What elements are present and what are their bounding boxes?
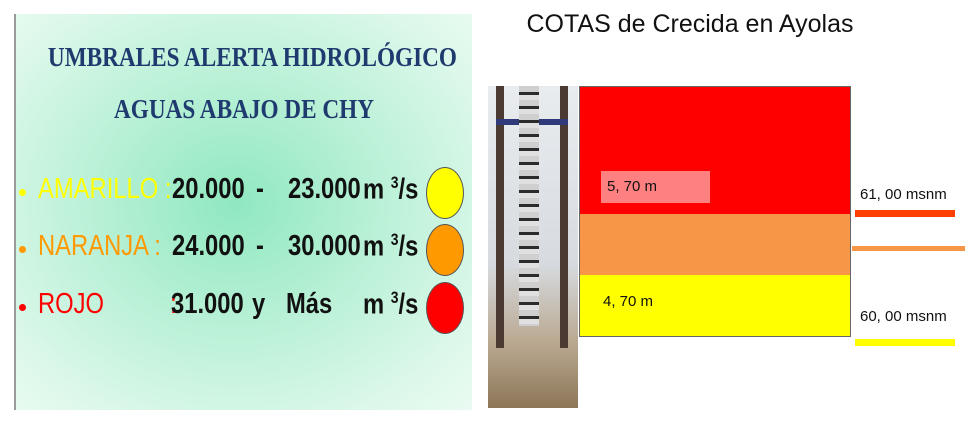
threshold-row-amarillo: AMARILLO : 20.000 - 23.000 m 3/s xyxy=(16,167,472,219)
unit: m 3/s xyxy=(363,173,419,206)
level-name: ROJO : xyxy=(38,288,177,320)
range-to: 30.000 xyxy=(288,230,361,262)
upper-level-marker xyxy=(855,210,955,217)
range-from: 20.000 xyxy=(172,173,245,205)
panel-title-line1: UMBRALES ALERTA HIDROLÓGICO xyxy=(47,42,457,72)
threshold-row-rojo: ROJO : 31.000 y Más m 3/s xyxy=(16,282,472,334)
red-level-band: 5, 70 m xyxy=(579,86,851,215)
level-name: NARANJA : xyxy=(38,230,161,262)
range-sep: - xyxy=(256,230,264,262)
yellow-level-band: 4, 70 m xyxy=(579,275,851,337)
upper-level-label: 61, 00 msnm xyxy=(860,186,947,203)
lower-level-label: 60, 00 msnm xyxy=(860,308,947,325)
red-level-height: 5, 70 m xyxy=(607,178,658,195)
range-sep: y xyxy=(252,288,266,320)
orange-circle-icon xyxy=(426,224,464,276)
unit: m 3/s xyxy=(363,230,419,263)
range-sep: - xyxy=(256,173,264,205)
bullet-icon xyxy=(19,189,26,196)
bullet-icon xyxy=(19,246,26,253)
red-circle-icon xyxy=(426,282,464,334)
river-gauge-photo xyxy=(488,86,578,408)
range-to: Más xyxy=(286,288,333,320)
unit: m 3/s xyxy=(363,288,419,321)
level-name: AMARILLO : xyxy=(38,173,172,205)
bullet-icon xyxy=(19,304,26,311)
red-label-box: 5, 70 m xyxy=(601,171,710,203)
flood-levels-title: COTAS de Crecida en Ayolas xyxy=(526,10,854,38)
panel-title-line2: AGUAS ABAJO DE CHY xyxy=(114,94,374,124)
range-to: 23.000 xyxy=(288,173,361,205)
orange-level-marker xyxy=(852,246,965,251)
lower-level-marker xyxy=(855,339,955,346)
range-from: 24.000 xyxy=(172,230,245,262)
orange-level-band xyxy=(579,214,851,276)
threshold-row-naranja: NARANJA : 24.000 - 30.000 m 3/s xyxy=(16,224,472,276)
yellow-level-height: 4, 70 m xyxy=(603,293,654,310)
range-from: 31.000 xyxy=(171,288,244,320)
alert-thresholds-panel: UMBRALES ALERTA HIDROLÓGICO AGUAS ABAJO … xyxy=(14,14,472,410)
yellow-circle-icon xyxy=(426,167,464,219)
